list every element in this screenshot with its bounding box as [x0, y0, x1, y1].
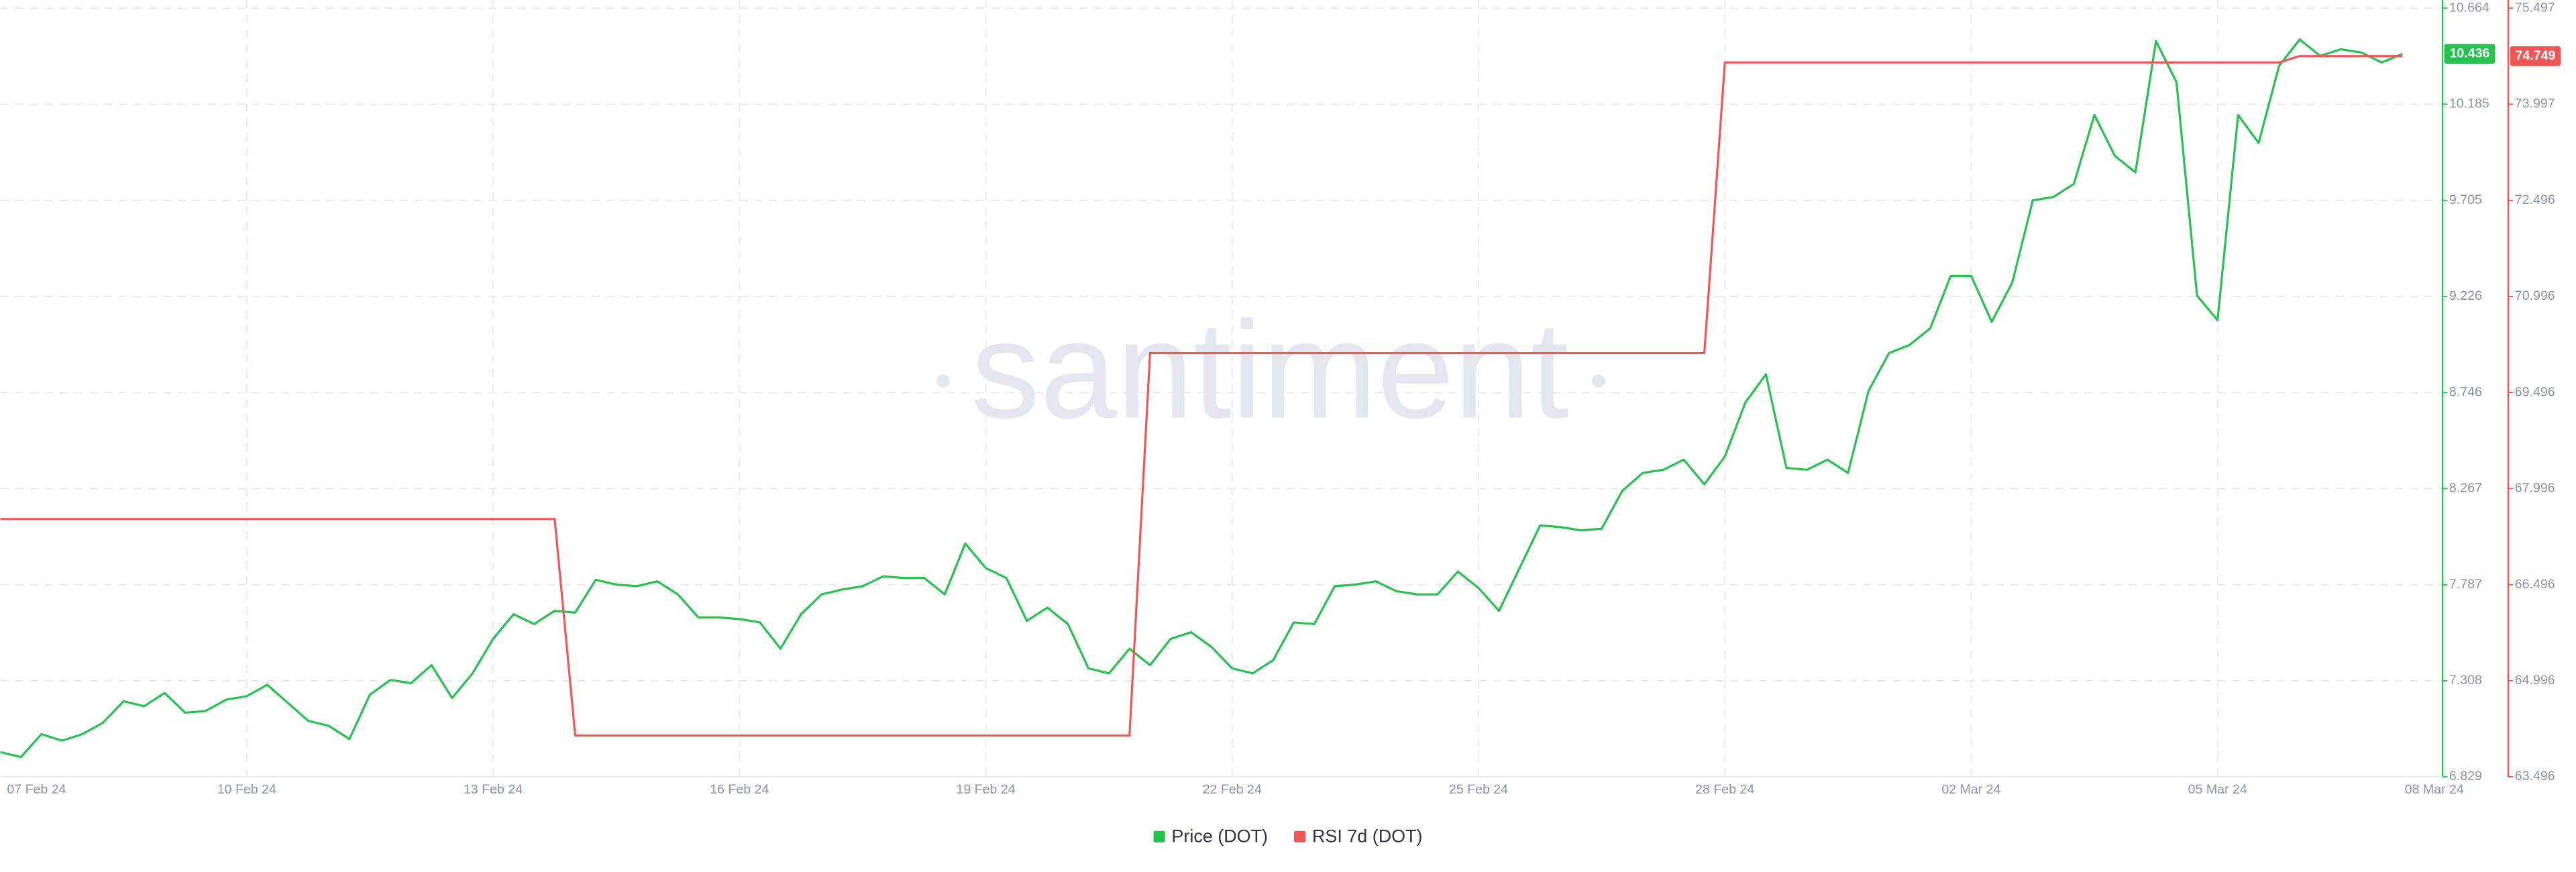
legend-label: RSI 7d (DOT): [1312, 826, 1423, 847]
y2-tick-label: 67.996: [2515, 481, 2555, 496]
y-tick-label: 10.185: [2449, 97, 2489, 111]
value-badge: [2510, 46, 2561, 66]
x-tick-label: 16 Feb 24: [710, 782, 769, 797]
y-tick-label: 9.705: [2449, 193, 2482, 207]
y2-tick-label: 64.996: [2515, 673, 2555, 688]
y2-tick-label: 72.496: [2515, 193, 2555, 207]
y-tick-label: 8.267: [2449, 481, 2482, 496]
legend-item: Price (DOT): [1153, 826, 1268, 847]
series-line: [0, 55, 2403, 737]
y-tick-label: 7.308: [2449, 673, 2482, 688]
x-tick-label: 22 Feb 24: [1203, 782, 1262, 797]
y-tick-label: 9.226: [2449, 288, 2482, 303]
legend: Price (DOT) RSI 7d (DOT): [1153, 826, 1423, 847]
y2-tick-label: 73.997: [2515, 97, 2555, 111]
y-tick-label: 10.664: [2449, 0, 2489, 15]
y-tick-label: 8.746: [2449, 384, 2482, 399]
value-badge: [2444, 44, 2496, 64]
x-tick-label: 13 Feb 24: [464, 782, 523, 797]
value-badge-label: 10.436: [2450, 46, 2490, 61]
y-tick-label: 6.829: [2449, 769, 2482, 783]
x-tick-label: 19 Feb 24: [956, 782, 1015, 797]
grid: [0, 0, 2443, 777]
watermark-text: santiment: [971, 292, 1568, 447]
x-tick-label: 10 Feb 24: [217, 782, 276, 797]
x-tick-label: 08 Mar 24: [2405, 782, 2464, 797]
legend-swatch: [1294, 830, 1306, 842]
series-line: [0, 38, 2403, 759]
legend-swatch: [1153, 830, 1165, 842]
value-badge-label: 74.749: [2515, 48, 2555, 63]
y2-tick-label: 70.996: [2515, 288, 2555, 303]
y2-tick-label: 66.496: [2515, 577, 2555, 592]
x-tick-label: 28 Feb 24: [1695, 782, 1754, 797]
watermark: santiment: [936, 292, 1605, 447]
y2-tick-label: 75.497: [2515, 0, 2555, 15]
x-tick-label: 05 Mar 24: [2188, 782, 2247, 797]
watermark-dot: [1591, 374, 1605, 388]
legend-label: Price (DOT): [1171, 826, 1268, 847]
x-tick-label: 02 Mar 24: [1941, 782, 2000, 797]
x-tick-label: 25 Feb 24: [1449, 782, 1508, 797]
y-tick-label: 7.787: [2449, 577, 2482, 592]
x-tick-label: 07 Feb 24: [7, 782, 66, 797]
y2-tick-label: 63.496: [2515, 769, 2555, 783]
y2-tick-label: 69.496: [2515, 384, 2555, 399]
plot: [0, 38, 2403, 759]
axes: 6.829 7.308 7.787 8.267 8.746 9.226 9.705 10.18…: [0, 0, 2561, 797]
legend-item: RSI 7d (DOT): [1294, 826, 1423, 847]
watermark-dot: [936, 374, 950, 388]
